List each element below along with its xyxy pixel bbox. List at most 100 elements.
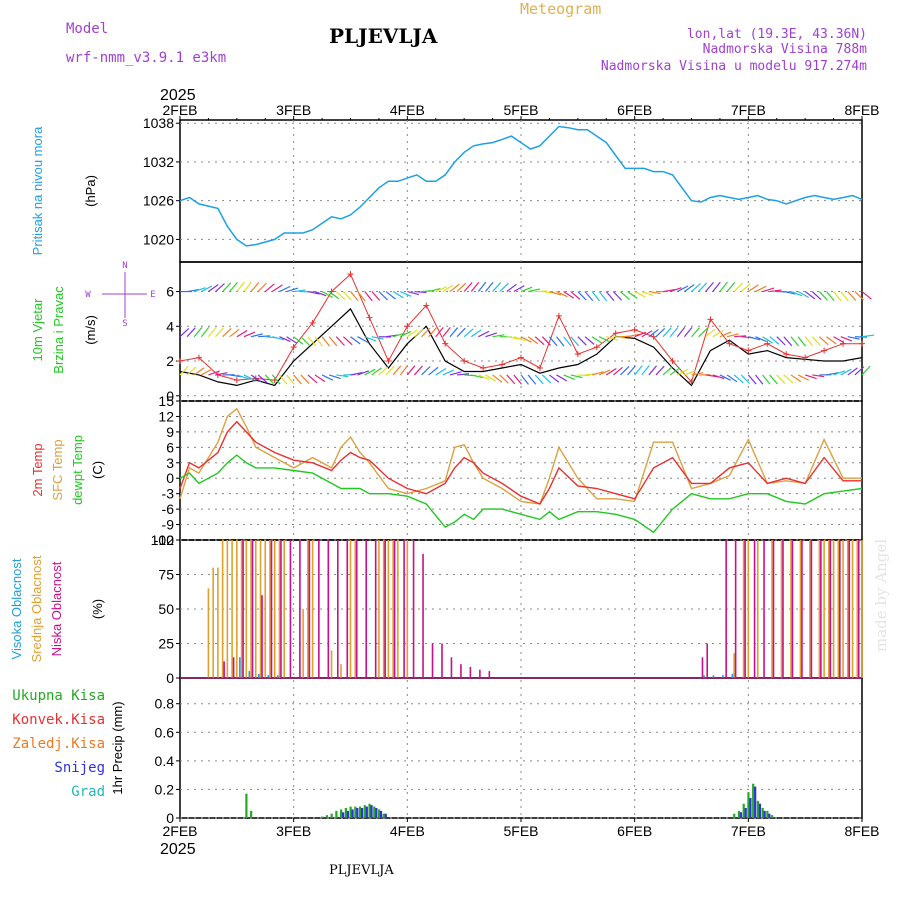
wind-barb (548, 336, 558, 347)
wind-gust-marker (233, 377, 240, 384)
cloud-bar (387, 540, 390, 678)
cloud-bar (488, 671, 491, 678)
cloud-bar (848, 540, 851, 678)
wind-barb (293, 336, 304, 345)
wind-barb (790, 374, 802, 383)
wind-barb (648, 365, 658, 376)
wind-barb (556, 336, 565, 347)
y-tick-label: 4 (166, 318, 174, 334)
y-tick-label: 6 (166, 284, 174, 300)
wind-gust-marker (631, 326, 638, 333)
wind-barb (257, 282, 267, 292)
cloud-bar (469, 666, 472, 678)
cloud-bar (212, 567, 214, 678)
wind-gust-marker (783, 351, 790, 358)
wind-barb (449, 283, 460, 293)
y-axis-ticks: 1038103210261020642015129630-3-6-9-12100… (143, 115, 180, 826)
wind-barb (243, 374, 255, 381)
wind-gust-marker (745, 347, 752, 354)
precip-bar (747, 792, 750, 818)
wind-barb (243, 331, 256, 338)
wind-barb (421, 366, 431, 376)
y-tick-label: 0 (166, 670, 174, 686)
wind-barb (222, 282, 232, 292)
wind-barb (357, 336, 369, 344)
y-tick-label: 0 (166, 388, 174, 404)
model-altitude: Nadmorska Visina u modelu 917.274m (601, 59, 867, 74)
wind-barb (669, 327, 679, 338)
wind-barb (662, 327, 672, 338)
wind-barb (527, 288, 540, 293)
wind-gust-marker (669, 358, 676, 365)
precip-bar (744, 808, 747, 818)
precip-bar (375, 808, 378, 818)
wind-barb (236, 330, 248, 338)
y-tick-label: 1038 (143, 115, 174, 131)
cloud-bar (406, 540, 409, 678)
wind-barb (748, 284, 759, 293)
wind-barb (776, 336, 786, 346)
wind-barb (435, 368, 447, 376)
y-tick-label: -12 (154, 532, 174, 548)
lonlat: lon,lat (19.3E, 43.36N) (687, 27, 867, 42)
cloud-bar (829, 540, 832, 678)
wind-barb (406, 365, 416, 376)
wind-barb (570, 374, 583, 379)
cloud-bar (374, 540, 377, 678)
wind-barb (215, 327, 224, 338)
wind-gust-marker (555, 312, 562, 319)
y-tick-label: 2 (166, 353, 174, 369)
cloud-bar (355, 540, 358, 678)
cloud-bar (479, 669, 481, 678)
wind-barb (186, 366, 197, 376)
wind-barb (300, 374, 310, 384)
wind-barb (470, 329, 482, 338)
wind-gust-marker (461, 358, 468, 365)
wind-label-1: 10m Vjetar (30, 298, 45, 362)
cloud-bar (330, 650, 333, 678)
wind-barb (833, 370, 846, 376)
dewpoint-line (179, 454, 863, 534)
cloud-bar (318, 540, 320, 678)
wind-barb (634, 291, 646, 298)
precip-bar (340, 809, 343, 818)
wind-barb (719, 281, 728, 292)
wind-barb (236, 374, 249, 380)
wind-barb (229, 328, 240, 338)
cloud-bar (248, 671, 251, 678)
cloud-bar (223, 661, 225, 678)
wind-barb (357, 291, 366, 302)
wind-barb (257, 374, 268, 384)
wind-barb (264, 374, 274, 385)
cloud-bar (701, 657, 704, 678)
wind-barb (293, 374, 302, 385)
precip-bar (733, 813, 736, 818)
wind-gust-marker (404, 323, 411, 330)
wind-barb (250, 333, 263, 338)
wind-barb (513, 336, 526, 342)
precip-bar (351, 809, 354, 818)
cloud-bar (226, 540, 229, 678)
wind-barb (577, 374, 590, 377)
wind-barb (783, 336, 793, 347)
wind-gust-marker (688, 378, 695, 385)
y-tick-label: 0.6 (155, 724, 175, 740)
wind-gust-marker (290, 344, 297, 351)
cloud-bar (810, 540, 813, 678)
wind-barb (847, 291, 857, 301)
precip-bar (365, 806, 368, 818)
wind-barb (740, 374, 750, 384)
wind-barb (200, 326, 210, 338)
temp-label-dew: dewpt Temp (70, 435, 85, 505)
wind-barb (506, 374, 516, 385)
precip-bar (321, 816, 324, 818)
wind-barb (328, 291, 340, 300)
cloud-bar (744, 540, 746, 678)
precip-bar (749, 798, 752, 818)
model-label: Model (66, 21, 108, 37)
wind-barb (762, 374, 771, 385)
wind-barb (250, 282, 260, 292)
cloud-bar (254, 540, 257, 678)
cloud-bar (731, 673, 734, 678)
wind-barb (456, 327, 466, 338)
